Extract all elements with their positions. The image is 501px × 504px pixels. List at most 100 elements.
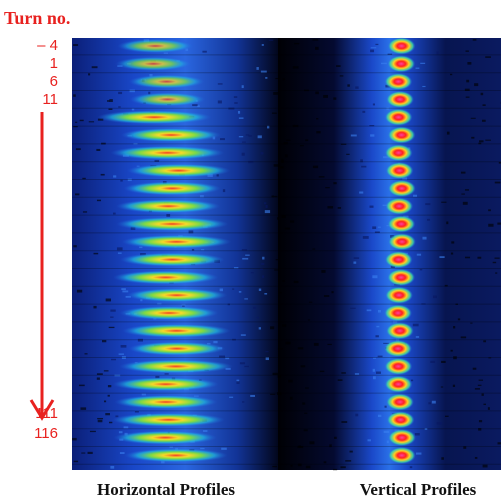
speckle xyxy=(350,134,357,137)
speckle xyxy=(110,465,115,469)
speckle xyxy=(127,178,132,182)
turn-label: 6 xyxy=(50,73,58,90)
speckle xyxy=(191,248,195,251)
speckle xyxy=(370,134,375,137)
speckle xyxy=(117,252,122,254)
speckle xyxy=(242,141,246,143)
speckle xyxy=(241,152,245,156)
speckle xyxy=(381,62,387,65)
speckle xyxy=(82,177,86,180)
speckle xyxy=(488,223,494,227)
speckle xyxy=(383,342,390,344)
speckle xyxy=(258,288,262,292)
horizontal-profile xyxy=(122,323,231,338)
speckle xyxy=(472,39,477,41)
speckle xyxy=(133,142,138,145)
speckle xyxy=(248,160,254,164)
speckle xyxy=(477,384,482,386)
speckle xyxy=(372,275,378,279)
speckle xyxy=(359,191,364,194)
speckle xyxy=(377,355,383,358)
speckle xyxy=(498,161,501,164)
speckle xyxy=(82,211,88,213)
speckle xyxy=(302,402,306,405)
title: Turn no. xyxy=(4,8,70,28)
speckle xyxy=(422,236,427,240)
speckle xyxy=(303,89,309,92)
speckle xyxy=(453,326,456,329)
speckle xyxy=(284,227,291,230)
speckle xyxy=(450,252,454,255)
speckle xyxy=(488,209,491,212)
speckle xyxy=(260,152,264,155)
horizontal-profile xyxy=(112,377,219,392)
speckle xyxy=(101,142,106,145)
speckle xyxy=(410,379,414,382)
speckle xyxy=(113,212,116,215)
speckle xyxy=(457,318,461,321)
speckle xyxy=(253,306,257,309)
speckle xyxy=(315,46,319,50)
speckle xyxy=(270,326,275,330)
speckle xyxy=(265,351,269,353)
speckle xyxy=(308,301,313,303)
speckle xyxy=(333,182,337,185)
speckle xyxy=(461,193,465,195)
speckle xyxy=(277,348,284,350)
speckle xyxy=(73,44,79,47)
speckle xyxy=(372,103,375,106)
speckle xyxy=(203,430,208,432)
speckle xyxy=(250,394,255,397)
speckle xyxy=(297,445,304,449)
vertical-profile xyxy=(387,215,416,233)
speckle xyxy=(441,201,447,203)
speckle xyxy=(240,334,246,336)
horizontal-profile xyxy=(120,252,225,267)
speckle xyxy=(485,139,491,141)
speckle xyxy=(88,73,91,76)
speckle xyxy=(319,370,325,373)
speckle xyxy=(436,422,443,425)
speckle xyxy=(341,372,346,374)
speckle xyxy=(219,355,226,358)
speckle xyxy=(262,256,265,260)
speckle xyxy=(334,436,337,439)
speckle xyxy=(87,451,93,454)
speckle xyxy=(392,320,398,324)
speckle xyxy=(241,85,244,89)
speckle xyxy=(273,92,279,95)
speckle xyxy=(316,131,321,134)
speckle xyxy=(345,460,352,462)
speckle xyxy=(451,241,455,244)
speckle xyxy=(108,421,113,424)
vertical-profile xyxy=(384,144,413,162)
speckle xyxy=(470,117,476,119)
speckle xyxy=(121,288,126,291)
speckle xyxy=(270,393,276,395)
speckle xyxy=(120,345,127,348)
vertical-profile xyxy=(387,233,416,251)
speckle xyxy=(478,142,482,145)
speckle xyxy=(97,417,104,420)
speckle xyxy=(265,76,268,79)
speckle xyxy=(333,468,338,471)
speckle xyxy=(366,309,372,312)
speckle xyxy=(164,373,169,375)
speckle xyxy=(267,125,270,129)
speckle xyxy=(202,50,207,53)
speckle xyxy=(482,464,488,468)
speckle xyxy=(425,203,431,206)
speckle xyxy=(225,357,230,360)
vertical-profile xyxy=(387,268,416,286)
speckle xyxy=(79,119,84,122)
turn-label: 11 xyxy=(42,91,58,108)
speckle xyxy=(123,426,129,429)
speckle xyxy=(244,298,248,300)
speckle xyxy=(73,94,76,97)
speckle xyxy=(201,249,205,251)
speckle xyxy=(439,163,443,166)
speckle xyxy=(369,125,375,127)
speckle xyxy=(118,106,121,108)
speckle xyxy=(273,195,278,198)
